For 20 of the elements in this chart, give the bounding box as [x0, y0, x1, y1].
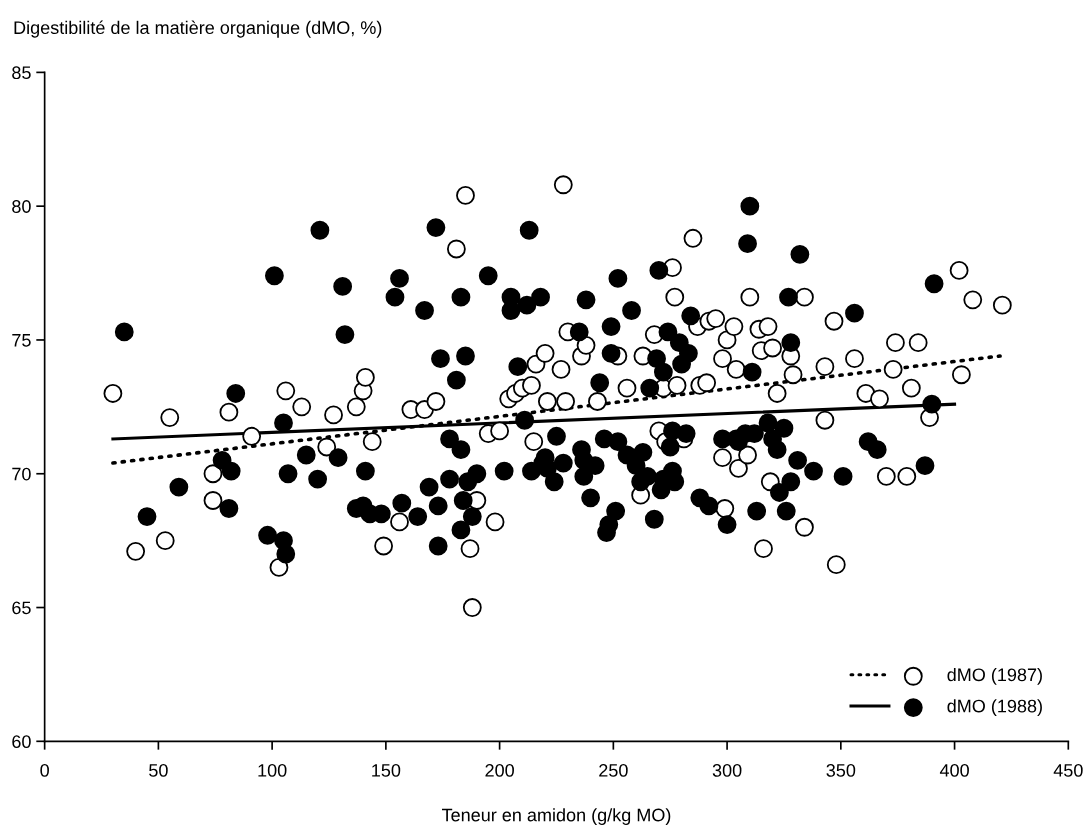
legend-label: dMO (1987) — [947, 667, 1042, 685]
y-tick-label: 85 — [12, 66, 31, 80]
y-axis-title: Digestibilité de la matière organique (dMO, %) — [14, 20, 382, 38]
y-tick-label: 75 — [12, 334, 31, 347]
x-tick-label: 350 — [826, 764, 856, 777]
y-tick-label: 80 — [12, 200, 31, 213]
x-tick-label: 300 — [712, 764, 742, 777]
x-tick-label: 400 — [939, 764, 969, 777]
x-tick-label: 250 — [599, 764, 628, 777]
y-tick-label: 65 — [12, 601, 31, 615]
x-tick-label: 100 — [258, 764, 287, 777]
x-tick-label: 0 — [40, 764, 49, 777]
y-tick-label: 70 — [12, 467, 31, 481]
y-tick-label: 60 — [12, 735, 31, 749]
x-tick-label: 50 — [149, 764, 168, 777]
x-tick-label: 450 — [1053, 764, 1083, 777]
x-tick-label: 150 — [372, 764, 401, 777]
x-axis-title: Teneur en amidon (g/kg MO) — [441, 808, 671, 825]
legend-label: dMO (1988) — [947, 699, 1042, 717]
x-tick-label: 200 — [485, 764, 514, 777]
